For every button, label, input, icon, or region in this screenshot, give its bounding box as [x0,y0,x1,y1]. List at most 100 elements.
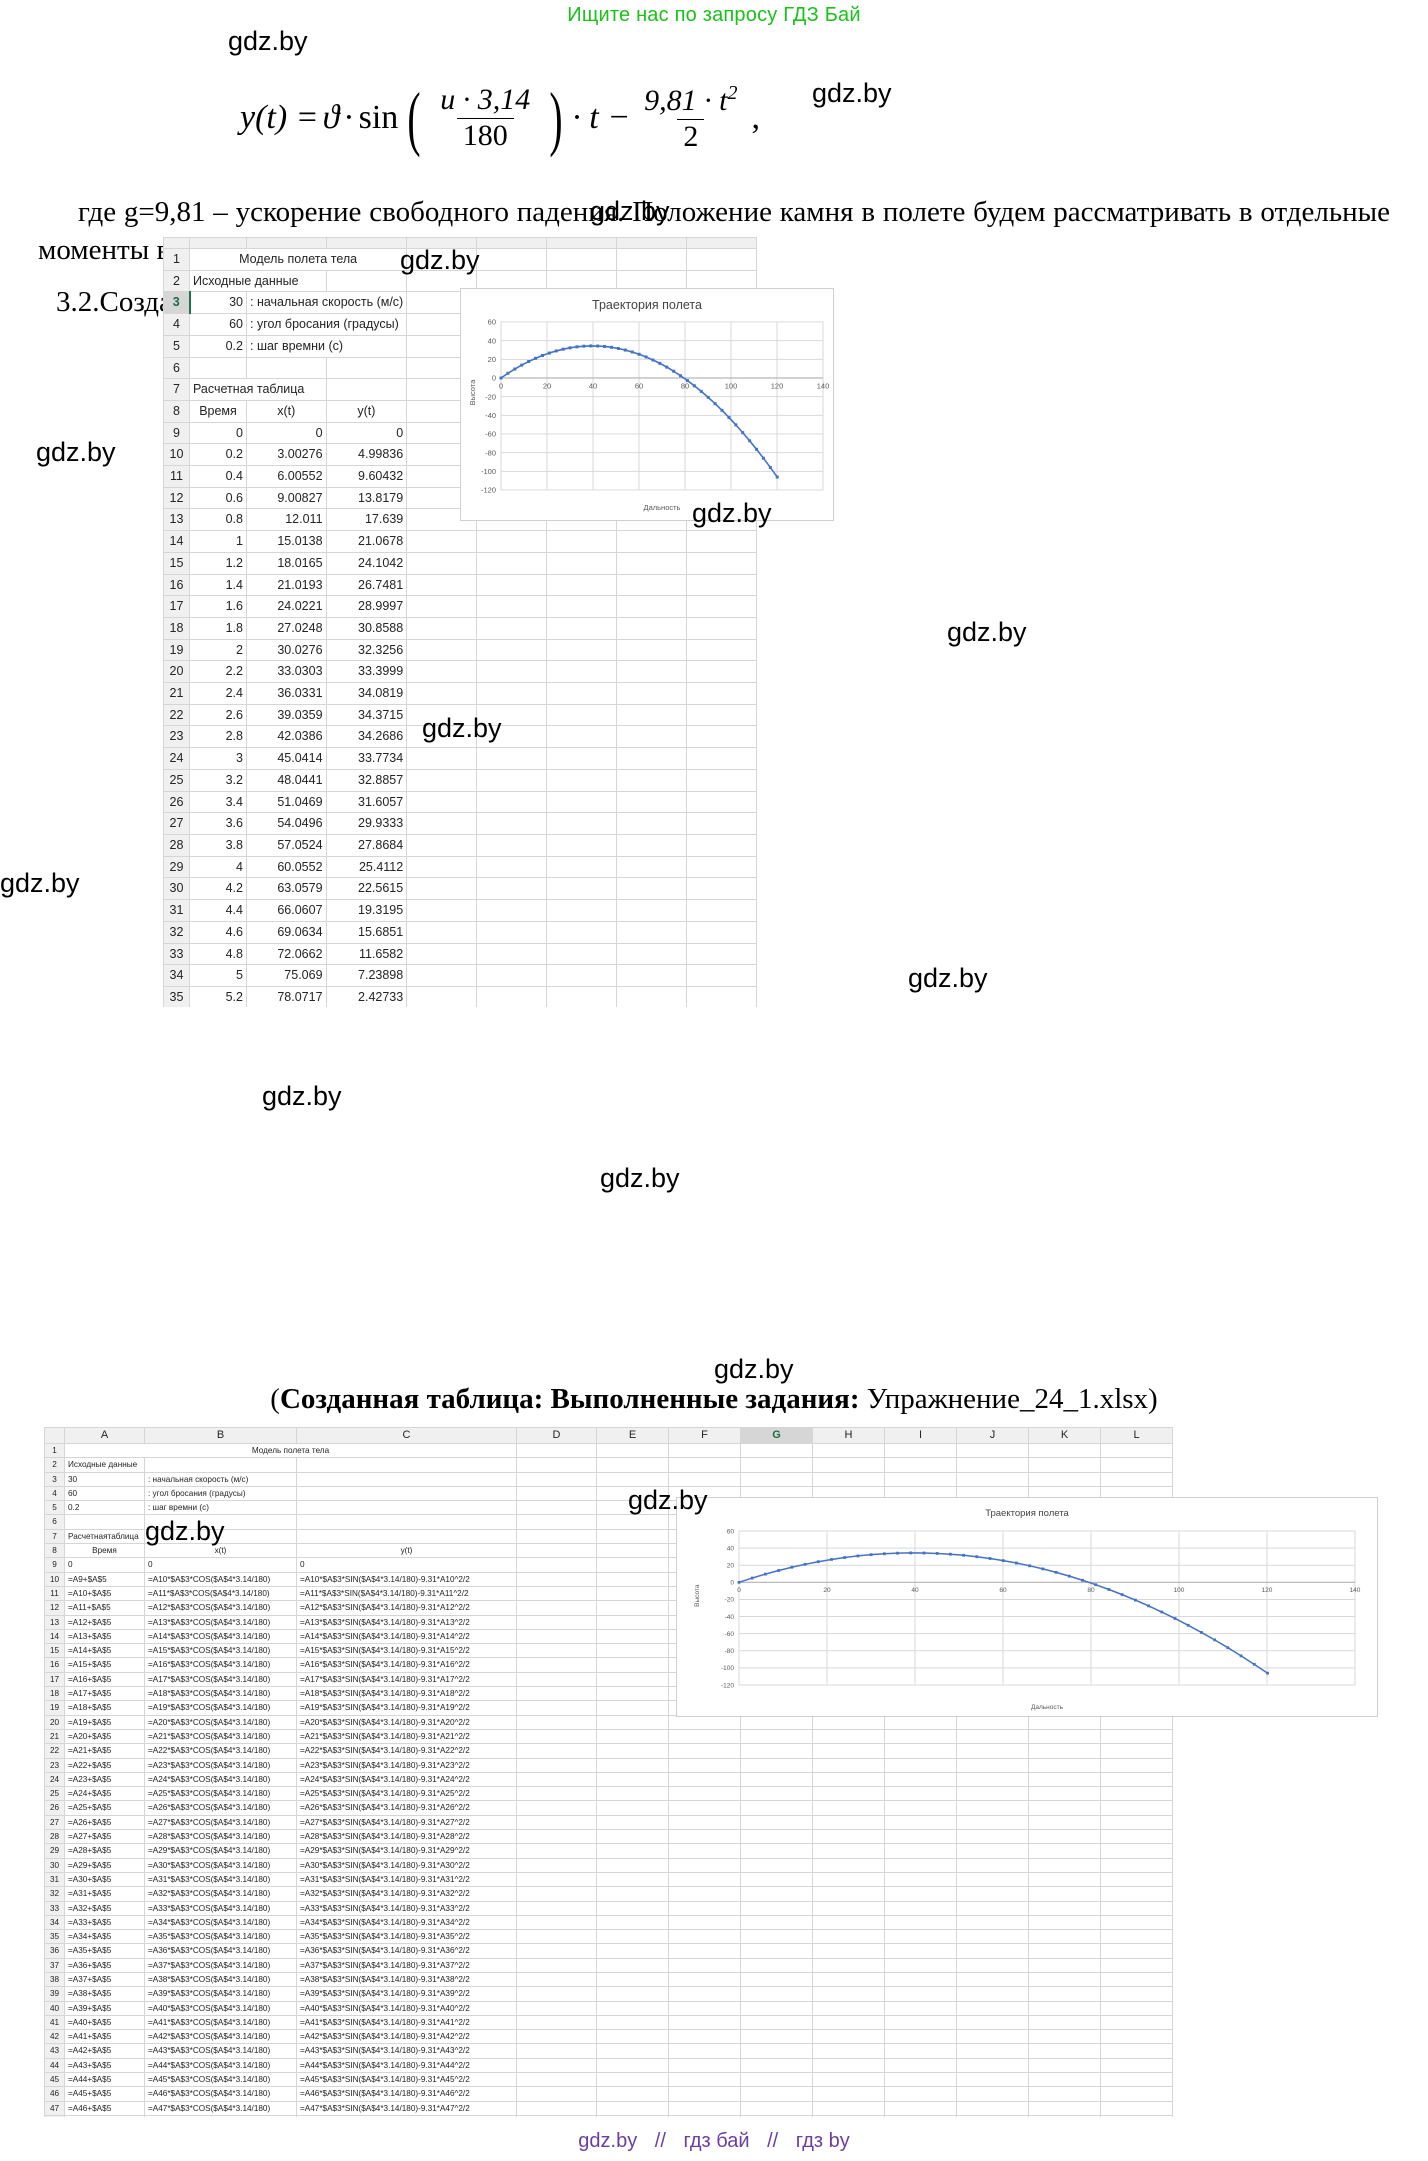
sheet-row[interactable]: 34 5 75.069 7.23898 [163,964,758,987]
row-header-1[interactable]: 1 [163,248,190,271]
sheet2-row[interactable]: 37 =A36+$A$5 =A37*$A$3*COS($A$4*3.14/180) =… [44,1957,1173,1973]
cell2-38-5[interactable] [668,1971,741,1988]
cell2-x[interactable]: =A23*$A$3*COS($A$4*3.14/180) [144,1757,297,1773]
cell2-37-5[interactable] [668,1957,741,1973]
cell-16-3[interactable] [406,573,478,597]
cell-x[interactable]: 3.00276 [246,443,327,467]
cell2-time[interactable]: =A32+$A$5 [64,1900,145,1916]
cell2-30-10[interactable] [1028,1857,1101,1873]
cell2-21-3[interactable] [516,1728,597,1745]
cell-15-6[interactable] [616,551,688,575]
row-header2-7[interactable]: 7 [44,1528,65,1545]
cell-35-4[interactable] [476,985,548,1007]
cell2-3-5[interactable] [668,1471,741,1487]
cell-x[interactable]: 0 [246,421,327,445]
cell2-34-10[interactable] [1028,1914,1101,1931]
cell2-34-5[interactable] [668,1914,741,1931]
sheet2-row[interactable]: 23 =A22+$A$5 =A23*$A$3*COS($A$4*3.14/180) =… [44,1757,1173,1773]
row-header-4[interactable]: 4 [163,313,190,336]
cell2-47-11[interactable] [1100,2100,1173,2116]
cell2-32-4[interactable] [596,1886,669,1902]
cell2-y[interactable]: =A38*$A$3*SIN($A$4*3.14/180)-9.31*A38^2/… [296,1971,517,1988]
cell-time[interactable]: 4 [189,855,247,879]
cell-y[interactable]: 22.5615 [325,877,408,901]
cell2-22-5[interactable] [668,1743,741,1759]
cell2-29-3[interactable] [516,1843,597,1859]
cell2-25-10[interactable] [1028,1786,1101,1802]
cell-1-1[interactable] [406,248,478,271]
cell2-13-4[interactable] [596,1614,669,1630]
cell-25-5[interactable] [546,768,618,792]
cell2-44-9[interactable] [956,2057,1029,2074]
cell-28-3[interactable] [406,833,478,857]
cell2-39-9[interactable] [956,1986,1029,2002]
cell2-x[interactable]: =A20*$A$3*COS($A$4*3.14/180) [144,1714,297,1730]
sheet2-row[interactable]: 44 =A43+$A$5 =A44*$A$3*COS($A$4*3.14/180) =… [44,2057,1173,2074]
sheet2-row[interactable]: 20 =A19+$A$5 =A20*$A$3*COS($A$4*3.14/180) =… [44,1714,1173,1730]
cell-6-1[interactable] [246,356,327,380]
cell2-y[interactable]: =A32*$A$3*SIN($A$4*3.14/180)-9.31*A32^2/… [296,1886,517,1902]
cell2-32-5[interactable] [668,1886,741,1902]
cell2-31-4[interactable] [596,1871,669,1888]
cell-19-3[interactable] [406,638,478,662]
cell-x[interactable]: 27.0248 [246,616,327,640]
cell2-y[interactable]: =A22*$A$3*SIN($A$4*3.14/180)-9.31*A22^2/… [296,1743,517,1759]
row-header2-26[interactable]: 26 [44,1800,65,1816]
cell2-45-9[interactable] [956,2072,1029,2088]
cell2-y[interactable]: =A23*$A$3*SIN($A$4*3.14/180)-9.31*A23^2/… [296,1757,517,1773]
cell2-20-7[interactable] [812,1714,885,1730]
cell-30-4[interactable] [476,877,548,901]
cell-time[interactable]: 0 [189,421,247,445]
row-header-19[interactable]: 19 [163,638,190,662]
cell-1-4[interactable] [616,248,688,271]
cell2-22-10[interactable] [1028,1743,1101,1759]
cell2-x[interactable]: =A11*$A$3*COS($A$4*3.14/180) [144,1585,297,1602]
cell2-45-10[interactable] [1028,2072,1101,2088]
cell2-25-3[interactable] [516,1786,597,1802]
cell2-28-10[interactable] [1028,1829,1101,1845]
cell2-time[interactable]: =A39+$A$5 [64,2000,145,2016]
cell2-y[interactable]: =A33*$A$3*SIN($A$4*3.14/180)-9.31*A33^2/… [296,1900,517,1916]
column-header-I[interactable]: I [884,1427,957,1444]
cell2-40-5[interactable] [668,2000,741,2016]
cell2-45-7[interactable] [812,2072,885,2088]
cell2-27-3[interactable] [516,1814,597,1831]
cell-31-7[interactable] [686,899,758,922]
cell2-time[interactable]: =A47+$A$5 [64,2114,145,2117]
sheet-row[interactable]: 26 3.4 51.0469 31.6057 [163,790,758,814]
cell2-36-8[interactable] [884,1943,957,1959]
cell2-22-7[interactable] [812,1743,885,1759]
cell2-2-5[interactable] [668,1457,741,1473]
cell-7-1[interactable] [325,378,408,401]
row-header2-25[interactable]: 25 [44,1786,65,1802]
row-header2-45[interactable]: 45 [44,2072,65,2088]
cell-20-6[interactable] [616,660,688,684]
cell2-time[interactable]: =A42+$A$5 [64,2043,145,2059]
sheet-row[interactable]: 20 2.2 33.0303 33.3999 [163,660,758,684]
cell2-8-4[interactable] [596,1543,669,1559]
cell-y[interactable]: 31.6057 [325,790,408,814]
cell-y[interactable]: 19.3195 [325,899,408,922]
row-header-5[interactable]: 5 [163,334,190,358]
cell2-47-9[interactable] [956,2100,1029,2116]
cell2-25-11[interactable] [1100,1786,1173,1802]
cell-title[interactable]: Модель полета тела [188,248,408,271]
cell2-time[interactable]: =A37+$A$5 [64,1971,145,1988]
cell2-35-3[interactable] [516,1929,597,1945]
cell-time[interactable]: 4.6 [189,920,247,944]
cell2-37-8[interactable] [884,1957,957,1973]
cell2-x[interactable]: =A31*$A$3*COS($A$4*3.14/180) [144,1871,297,1888]
row-header-30[interactable]: 30 [163,877,190,901]
row-header2-27[interactable]: 27 [44,1814,65,1831]
cell2-39-3[interactable] [516,1986,597,2002]
cell2-x[interactable]: =A13*$A$3*COS($A$4*3.14/180) [144,1614,297,1630]
cell2-40-9[interactable] [956,2000,1029,2016]
cell2-34-11[interactable] [1100,1914,1173,1931]
cell-x[interactable]: 48.0441 [246,768,327,792]
cell2-48-5[interactable] [668,2114,741,2117]
cell-26-5[interactable] [546,790,618,814]
row-header2-20[interactable]: 20 [44,1714,65,1730]
sheet2-row[interactable]: 43 =A42+$A$5 =A43*$A$3*COS($A$4*3.14/180) =… [44,2043,1173,2059]
cell2-32-8[interactable] [884,1886,957,1902]
row-header2-30[interactable]: 30 [44,1857,65,1873]
